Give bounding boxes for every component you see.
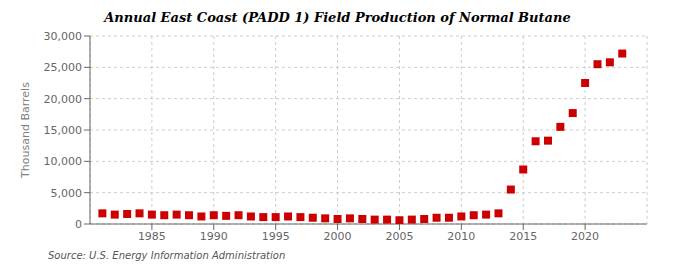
html-text:Source: U.S. Energy Informatio: Source: U.S. Energy Information Administ… [48,250,286,261]
svg-text:5,000: 5,000 [51,187,83,200]
svg-text:1990: 1990 [200,230,228,243]
svg-text:2020: 2020 [571,230,599,243]
html-text:Annual East Coast (PADD 1) Fie: Annual East Coast (PADD 1) Field Product… [104,10,571,25]
svg-text:0: 0 [75,218,82,231]
svg-text:2015: 2015 [509,230,537,243]
svg-text:2005: 2005 [385,230,413,243]
svg-text:15,000: 15,000 [44,124,83,137]
svg-text:10,000: 10,000 [44,155,83,168]
svg-text:25,000: 25,000 [44,61,83,74]
svg-text:2000: 2000 [324,230,352,243]
svg-text:2010: 2010 [447,230,475,243]
svg-text:20,000: 20,000 [44,93,83,106]
svg-text:1985: 1985 [138,230,166,243]
svg-text:Thousand Barrels: Thousand Barrels [19,82,32,179]
svg-text:30,000: 30,000 [44,30,83,43]
svg-text:1995: 1995 [262,230,290,243]
